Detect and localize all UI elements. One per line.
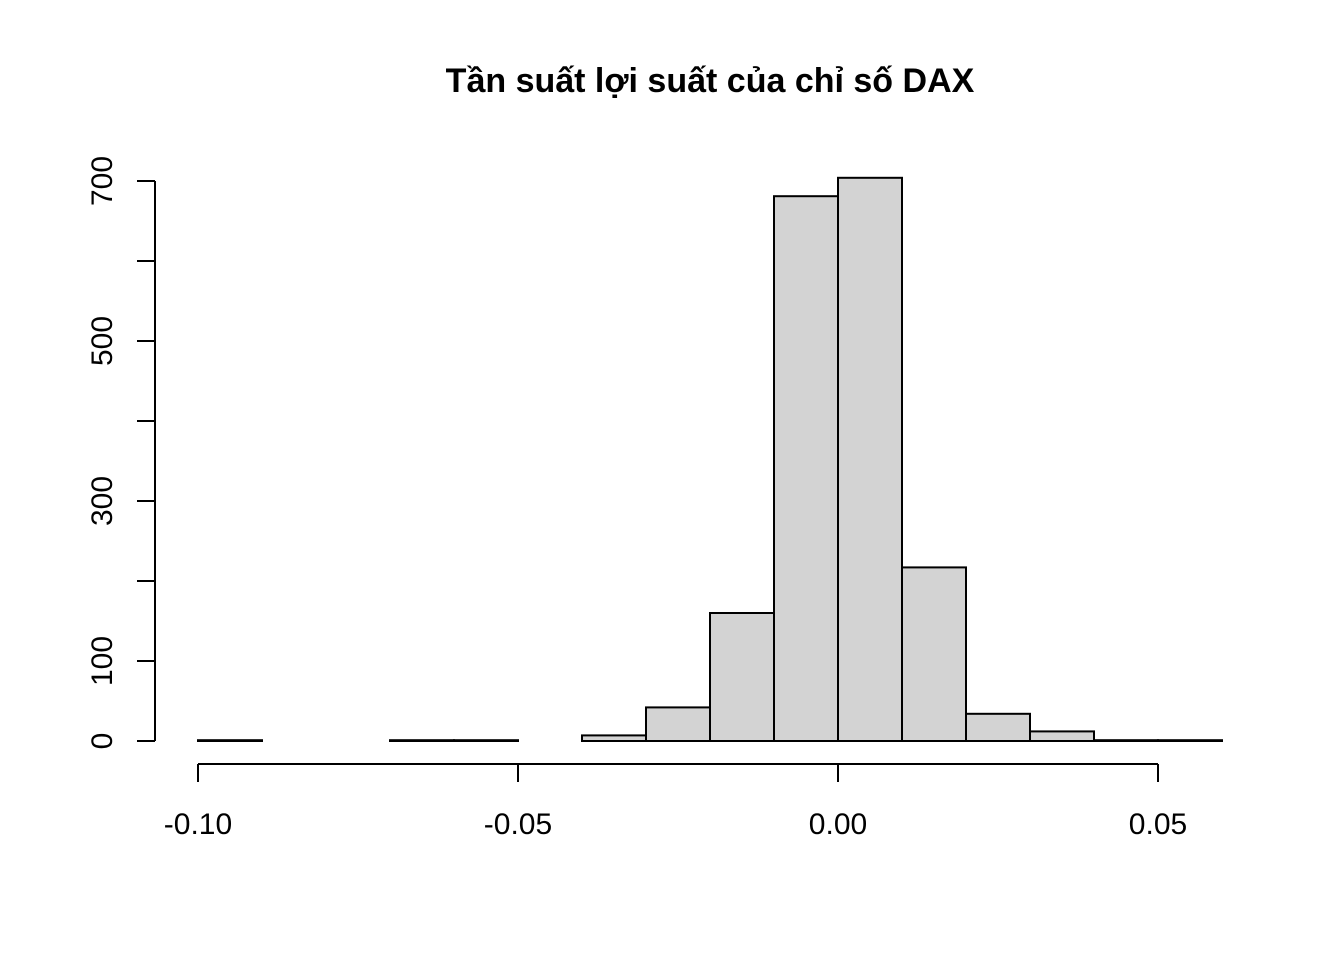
x-tick-label-0: -0.10 <box>164 808 232 841</box>
histogram-bar-3 <box>389 739 455 743</box>
chart-title: Tần suất lợi suất của chỉ số DAX <box>446 62 975 100</box>
y-tick-label-2: 300 <box>86 476 119 526</box>
x-tick-label-2: 0.00 <box>809 808 867 841</box>
histogram-bar-15 <box>1157 739 1223 743</box>
histogram-bar-14 <box>1093 739 1159 743</box>
y-tick-label-0: 0 <box>86 733 119 750</box>
histogram-bar-6 <box>581 734 647 743</box>
histogram-bar-0 <box>197 739 263 743</box>
histogram-bar-4 <box>453 739 519 743</box>
x-axis: -0.10 -0.05 0.00 0.05 <box>164 763 1187 841</box>
histogram-bar-11 <box>901 566 967 743</box>
y-axis: 0 100 300 500 700 <box>86 156 156 750</box>
y-tick-label-3: 500 <box>86 316 119 366</box>
histogram-bar-8 <box>709 612 775 742</box>
y-tick-label-4: 700 <box>86 156 119 206</box>
x-tick-label-3: 0.05 <box>1129 808 1187 841</box>
bars-group <box>197 176 1223 743</box>
x-tick-label-1: -0.05 <box>484 808 552 841</box>
histogram-bar-10 <box>837 176 903 743</box>
histogram-bar-9 <box>773 195 839 742</box>
y-tick-label-1: 100 <box>86 636 119 686</box>
histogram-bar-7 <box>645 706 711 743</box>
histogram-bar-12 <box>965 712 1031 742</box>
histogram-bar-13 <box>1029 730 1095 743</box>
